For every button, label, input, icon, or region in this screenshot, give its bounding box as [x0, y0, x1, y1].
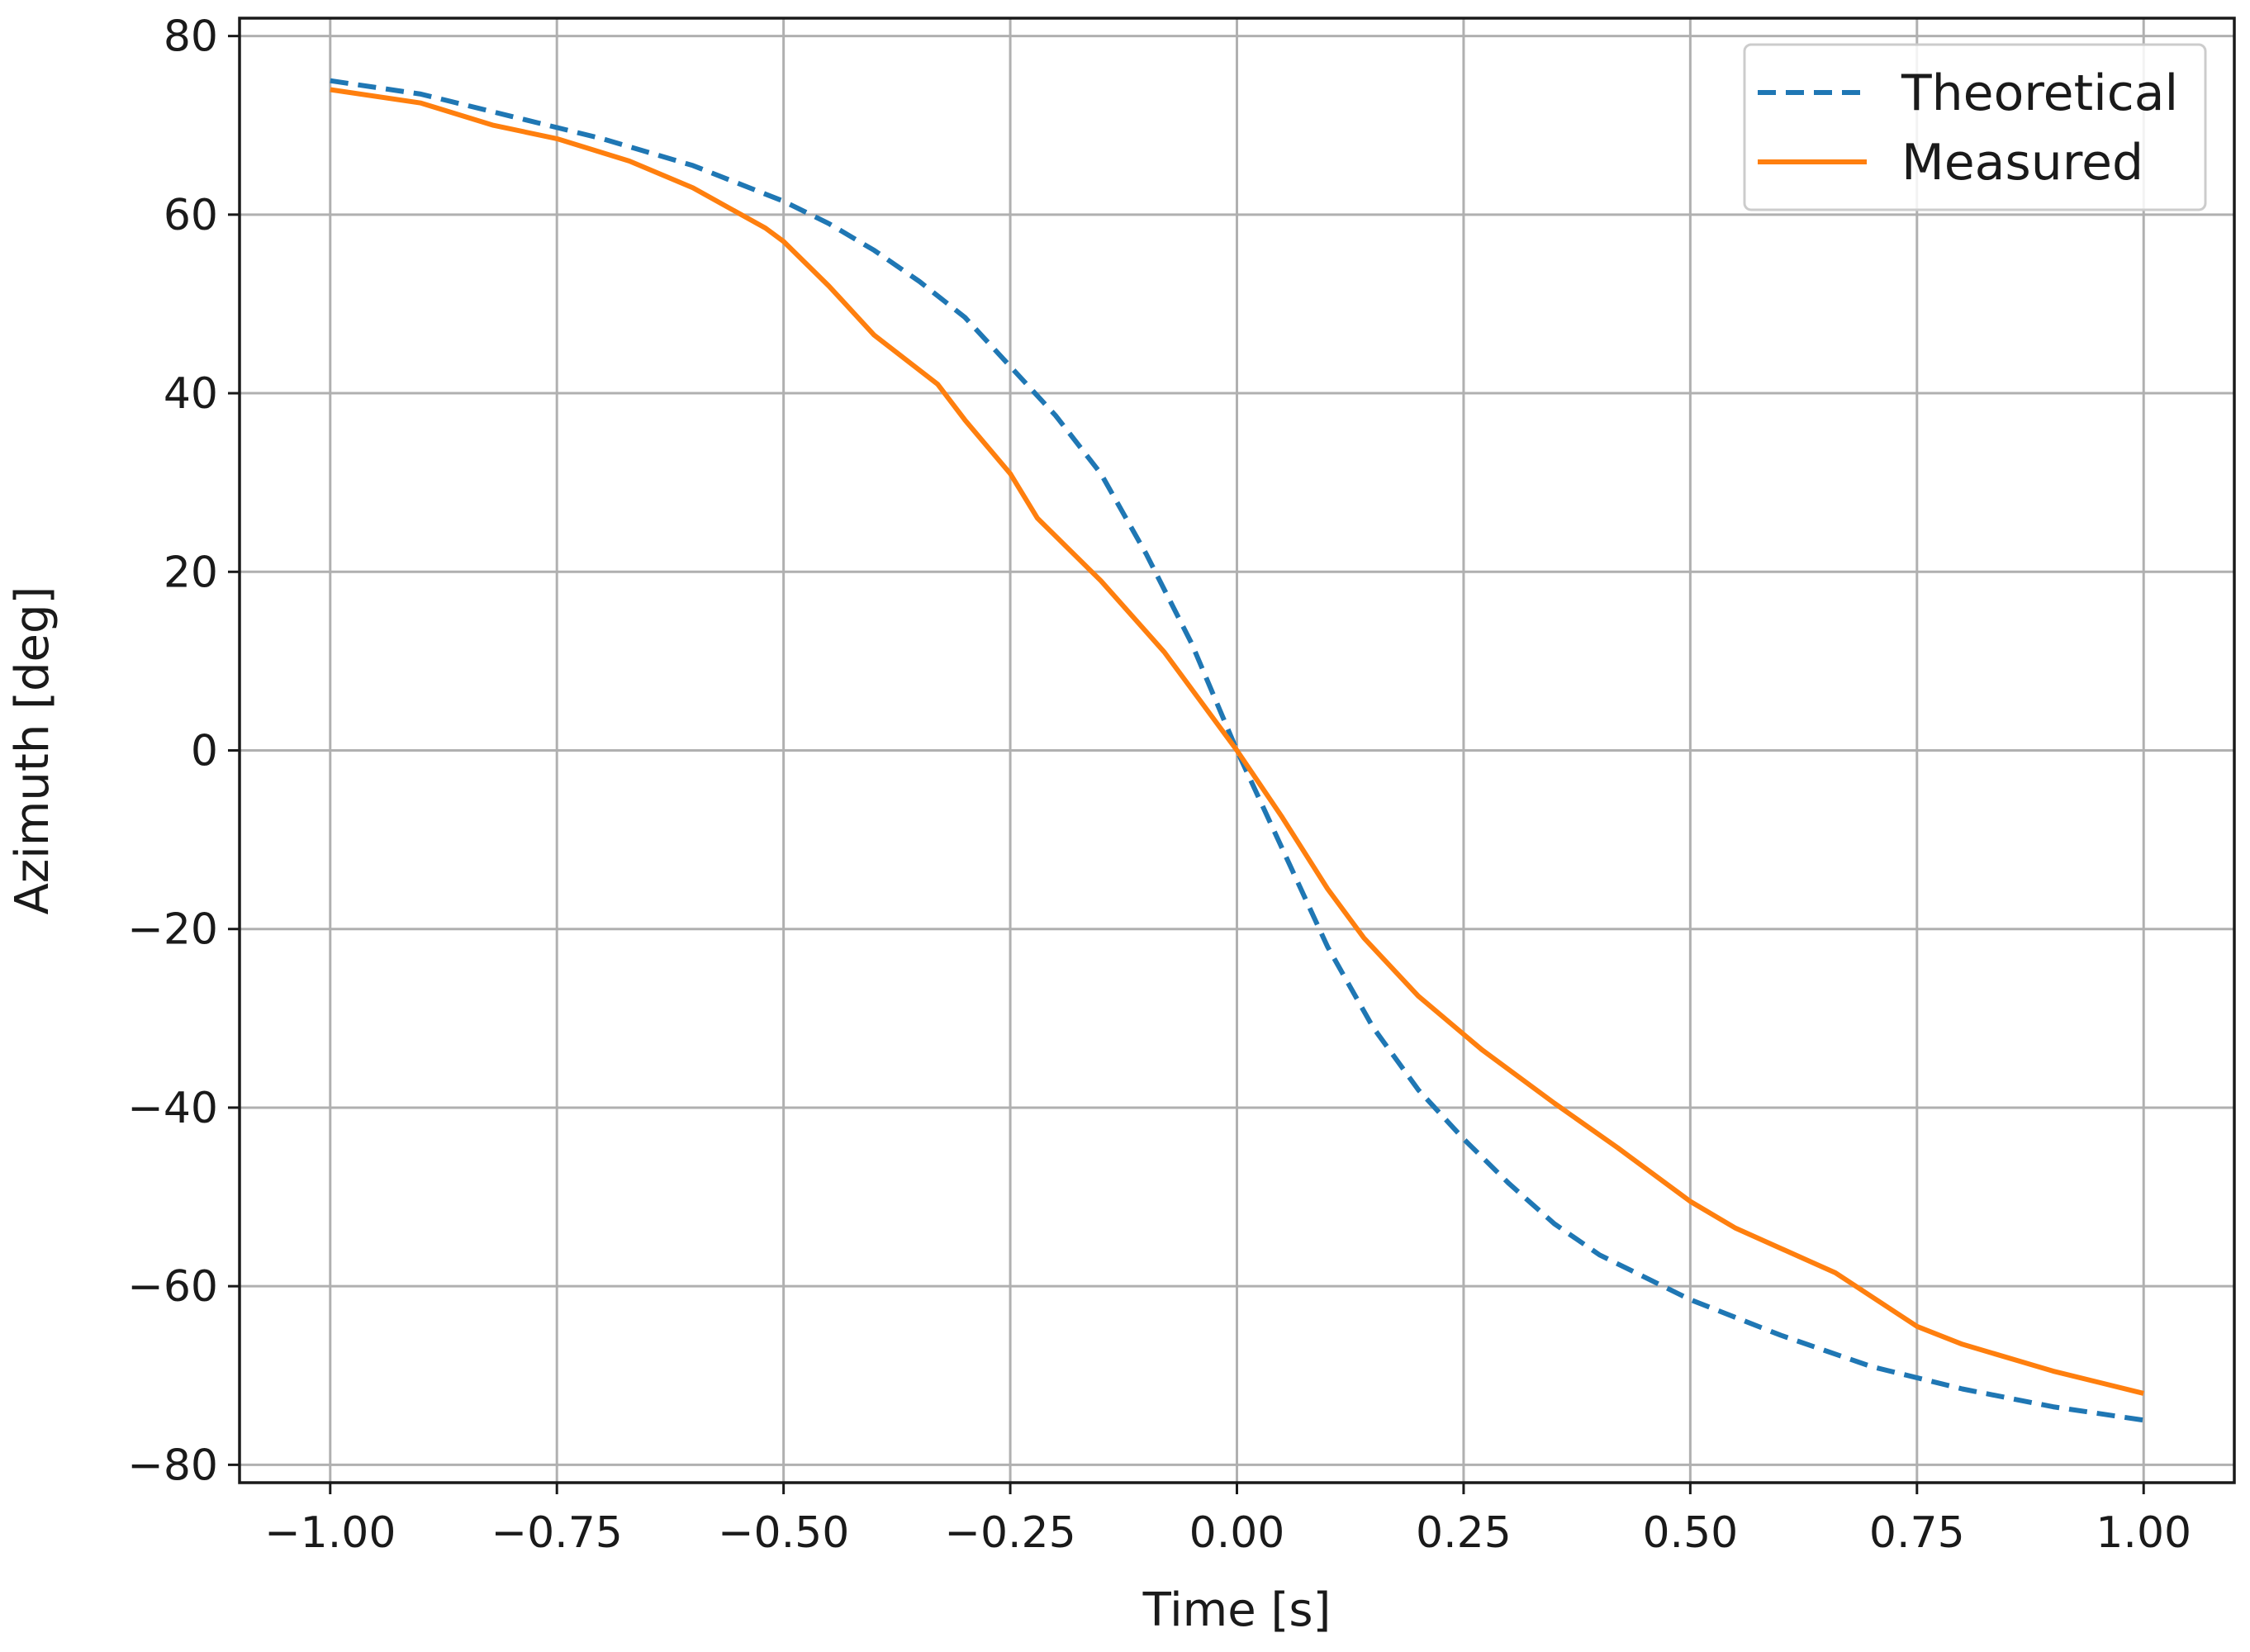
y-tick-label: 0 — [191, 727, 218, 776]
legend: Theoretical Measured — [1743, 43, 2207, 211]
x-axis-label: Time [s] — [1142, 1583, 1331, 1637]
x-tick-label: −0.75 — [491, 1508, 623, 1558]
x-tick-label: 1.00 — [2096, 1508, 2191, 1558]
x-tick-label: 0.75 — [1869, 1508, 1965, 1558]
series-lines — [330, 78, 2144, 1423]
y-tick-label: 80 — [164, 12, 218, 62]
x-tick-label: −0.50 — [718, 1508, 849, 1558]
y-tick-label: −60 — [127, 1262, 218, 1312]
series-line-theoretical — [330, 78, 2144, 1423]
y-tick-label: −20 — [127, 905, 218, 955]
x-tick-label: 0.25 — [1416, 1508, 1512, 1558]
x-axis: −1.00 −0.75 −0.50 −0.25 0.00 0.25 0.50 0.75 1.00 — [264, 1483, 2191, 1558]
legend-label-theoretical: Theoretical — [1901, 64, 2178, 122]
x-tick-label: 0.50 — [1642, 1508, 1738, 1558]
y-tick-label: 40 — [164, 369, 218, 419]
y-tick-label: 20 — [164, 548, 218, 597]
legend-box — [1743, 43, 2207, 211]
legend-label-measured: Measured — [1901, 134, 2143, 192]
y-tick-label: −40 — [127, 1084, 218, 1133]
y-axis-label: Azimuth [deg] — [6, 586, 59, 915]
y-tick-label: 60 — [164, 191, 218, 240]
y-tick-label: −80 — [127, 1441, 218, 1490]
x-tick-label: −1.00 — [264, 1508, 396, 1558]
x-tick-label: 0.00 — [1189, 1508, 1285, 1558]
x-tick-label: −0.25 — [944, 1508, 1075, 1558]
series-line-measured — [330, 87, 2144, 1396]
y-axis: −80 −60 −40 −20 0 20 40 60 80 — [127, 12, 240, 1490]
